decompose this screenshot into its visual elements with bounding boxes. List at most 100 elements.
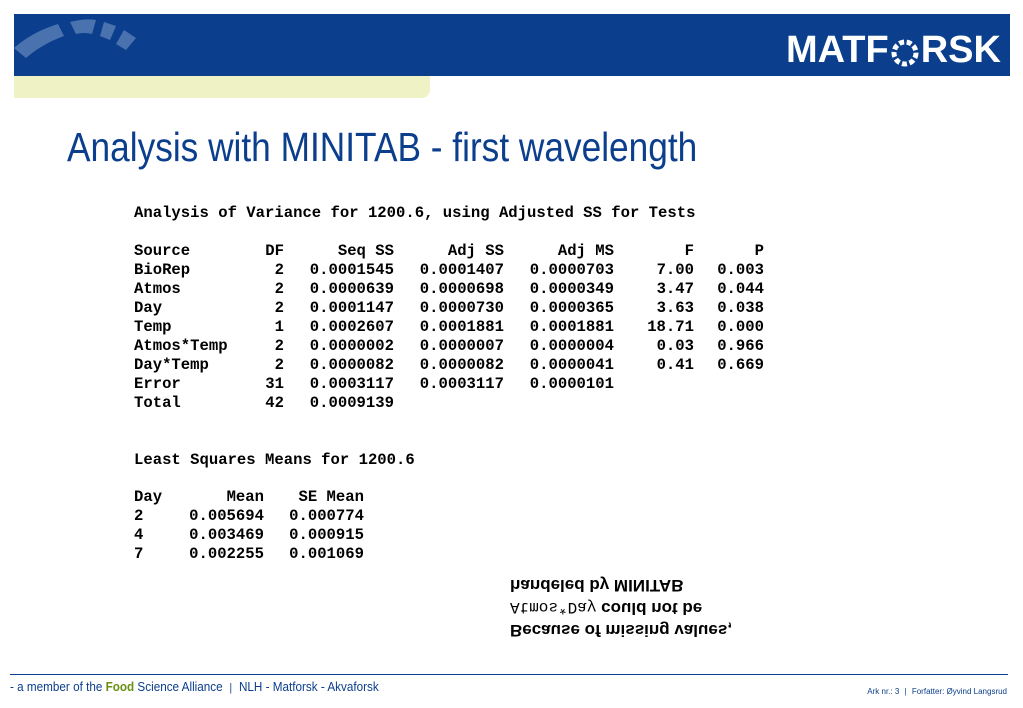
anova-cell-p <box>694 375 764 394</box>
matforsk-logo: MATF RSK <box>786 30 1001 70</box>
anova-cell-p <box>694 394 764 413</box>
lsm-heading: Least Squares Means for 1200.6 <box>134 451 415 469</box>
anova-body: BioRep 2 0.0001545 0.0001407 0.0000703 7.00 0.… <box>134 261 764 413</box>
footer-author: Forfatter: Øyvind Langsrud <box>911 687 1007 696</box>
anova-cell-f <box>614 375 694 394</box>
anova-table: Source DF Seq SS Adj SS Adj MS F P BioRe… <box>134 242 764 413</box>
anova-cell-f: 3.47 <box>656 280 694 298</box>
logo-text-a: MATF <box>786 29 889 71</box>
anova-cell-source: Temp <box>134 318 172 336</box>
table-row: Total 42 0.0009139 <box>134 394 764 413</box>
anova-cell-source: BioRep <box>134 261 191 279</box>
lsm-cell-mean: 0.003469 <box>189 526 264 544</box>
anova-col-f: F <box>684 242 694 260</box>
footer-slide-number: Ark nr.: 3 <box>867 687 900 696</box>
logo-text-b: RSK <box>920 29 1001 71</box>
anova-cell-p: 0.044 <box>717 280 764 298</box>
table-row: Error 31 0.0003117 0.0003117 0.0000101 <box>134 375 764 394</box>
anova-cell-source: Day <box>134 299 163 317</box>
table-row: Temp 1 0.0002607 0.0001881 0.0001881 18.71 0.0… <box>134 318 764 337</box>
lsm-cell-se-mean: 0.000774 <box>289 507 364 525</box>
anova-cell-source: Day*Temp <box>134 356 209 374</box>
anova-cell-p: 0.669 <box>717 356 764 374</box>
table-row: 2 0.005694 0.000774 <box>134 507 364 526</box>
footer-prefix: - a member of the <box>10 679 106 694</box>
anova-cell-source: Total <box>134 394 181 412</box>
anova-cell-seq-ss: 0.0001147 <box>309 299 394 317</box>
anova-col-seq-ss: Seq SS <box>337 242 394 260</box>
anova-cell-adj-ms: 0.0000004 <box>529 337 614 355</box>
anova-cell-df: 2 <box>274 356 284 374</box>
lsm-cell-mean: 0.005694 <box>189 507 264 525</box>
footer-sep: | <box>229 682 233 694</box>
anova-cell-adj-ms: 0.0000703 <box>529 261 614 279</box>
anova-cell-adj-ms: 0.0000349 <box>529 280 614 298</box>
table-row: 4 0.003469 0.000915 <box>134 526 364 545</box>
anova-cell-f: 18.71 <box>647 318 694 336</box>
anova-col-adj-ss: Adj SS <box>447 242 504 260</box>
anova-cell-p: 0.000 <box>717 318 764 336</box>
table-row: Atmos 2 0.0000639 0.0000698 0.0000349 3.47 0.0… <box>134 280 764 299</box>
anova-cell-adj-ss: 0.0001881 <box>419 318 504 336</box>
anova-cell-source: Error <box>134 375 181 393</box>
anova-cell-seq-ss: 0.0002607 <box>309 318 394 336</box>
table-row: 7 0.002255 0.001069 <box>134 545 364 564</box>
anova-cell-f <box>614 394 694 413</box>
anova-cell-adj-ss: 0.0000698 <box>419 280 504 298</box>
lsm-header-row: Day Mean SE Mean <box>134 488 364 507</box>
anova-cell-adj-ss <box>394 394 504 413</box>
anova-cell-df: 1 <box>274 318 284 336</box>
table-row: Atmos*Temp 2 0.0000002 0.0000007 0.0000004 0.… <box>134 337 764 356</box>
anova-cell-adj-ss: 0.0000082 <box>419 356 504 374</box>
lsm-cell-day: 4 <box>134 526 144 544</box>
anova-cell-f: 7.00 <box>656 261 694 279</box>
logo-o-ring-icon <box>890 35 920 67</box>
anova-cell-f: 3.63 <box>656 299 694 317</box>
anova-cell-seq-ss: 0.0001545 <box>309 261 394 279</box>
header-accent-strip <box>14 76 430 98</box>
note-line-3: handeled by MINITAB <box>510 576 684 595</box>
anova-cell-p: 0.003 <box>717 261 764 279</box>
anova-cell-f: 0.41 <box>656 356 694 374</box>
anova-col-p: P <box>754 242 764 260</box>
note-line-1: Because of missing values, <box>510 621 733 640</box>
table-row: Day*Temp 2 0.0000082 0.0000082 0.0000041 0.41… <box>134 356 764 375</box>
lsm-cell-day: 2 <box>134 507 144 525</box>
anova-cell-adj-ms <box>504 394 614 413</box>
anova-cell-seq-ss: 0.0000082 <box>309 356 394 374</box>
anova-cell-source: Atmos <box>134 280 181 298</box>
table-row: Day 2 0.0001147 0.0000730 0.0000365 3.63 0.038 <box>134 299 764 318</box>
upside-down-note: Because of missing values, Atmos*Day cou… <box>510 574 780 641</box>
note-line-2-text: could not be <box>596 599 703 618</box>
footer-right-sep: | <box>904 687 907 696</box>
footer-suffix: Science Alliance <box>134 679 223 694</box>
anova-col-df: DF <box>265 242 284 260</box>
lsm-cell-day: 7 <box>134 545 144 563</box>
anova-cell-seq-ss: 0.0009139 <box>309 394 394 412</box>
anova-cell-adj-ss: 0.0000730 <box>419 299 504 317</box>
note-line-2: Atmos*Day could not be <box>510 596 780 619</box>
lsm-col-se-mean: SE Mean <box>298 488 364 506</box>
footer-partners: NLH - Matforsk - Akvaforsk <box>238 679 379 694</box>
anova-cell-seq-ss: 0.0000639 <box>309 280 394 298</box>
lsm-cell-se-mean: 0.001069 <box>289 545 364 563</box>
anova-cell-p: 0.038 <box>717 299 764 317</box>
lsm-col-day: Day <box>134 488 163 506</box>
anova-cell-df: 42 <box>265 394 284 412</box>
anova-heading: Analysis of Variance for 1200.6, using A… <box>134 204 696 222</box>
anova-cell-adj-ms: 0.0000365 <box>529 299 614 317</box>
anova-cell-seq-ss: 0.0003117 <box>309 375 394 393</box>
anova-cell-adj-ss: 0.0003117 <box>419 375 504 393</box>
footer-food: Food <box>105 679 135 694</box>
lsm-body: 2 0.005694 0.000774 4 0.003469 0.000915 7 0.002… <box>134 507 364 564</box>
anova-cell-df: 2 <box>274 280 284 298</box>
anova-cell-f: 0.03 <box>656 337 694 355</box>
anova-cell-adj-ss: 0.0000007 <box>419 337 504 355</box>
footer-slide-info: Ark nr.: 3 | Forfatter: Øyvind Langsrud <box>867 687 1007 696</box>
table-row: BioRep 2 0.0001545 0.0001407 0.0000703 7.00 0.… <box>134 261 764 280</box>
anova-header-row: Source DF Seq SS Adj SS Adj MS F P <box>134 242 764 261</box>
header-band <box>14 14 1010 76</box>
anova-cell-df: 2 <box>274 299 284 317</box>
anova-cell-adj-ms: 0.0000101 <box>529 375 614 393</box>
lsm-col-mean: Mean <box>226 488 264 506</box>
